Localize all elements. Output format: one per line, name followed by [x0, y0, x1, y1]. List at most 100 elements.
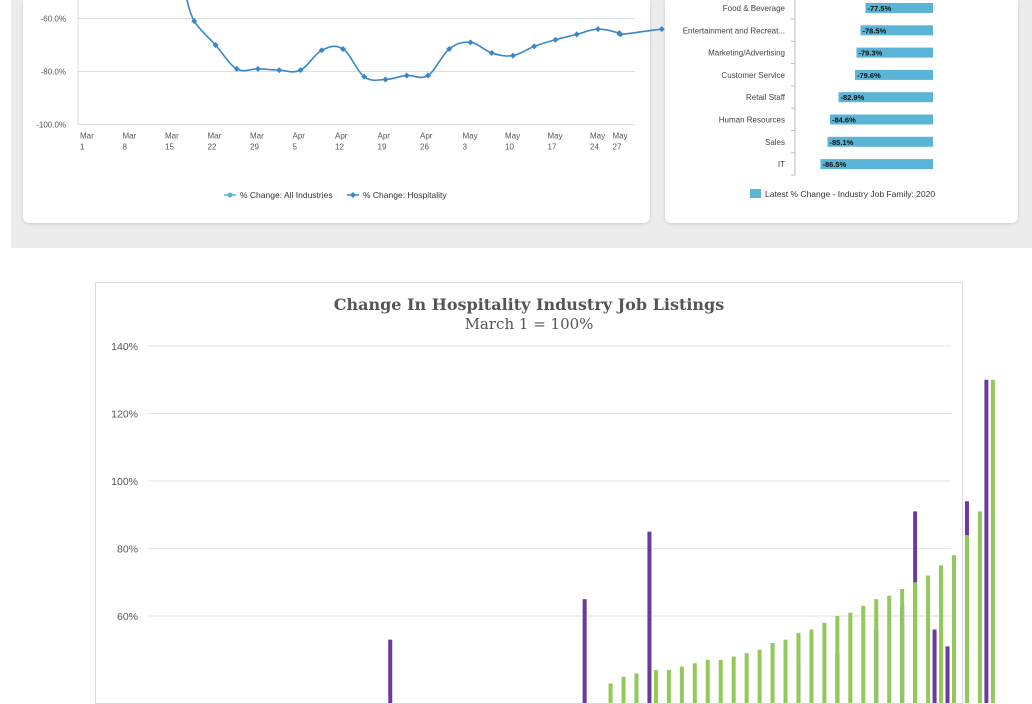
- x-tick-label: May: [613, 132, 628, 141]
- bar: [926, 575, 931, 703]
- data-point: [191, 18, 198, 25]
- x-tick-label: May: [463, 132, 478, 141]
- bar-value-label: -84.6%: [832, 116, 856, 125]
- bar: [860, 25, 933, 36]
- bar-value-label: -85.1%: [830, 138, 854, 147]
- bar: [692, 663, 697, 703]
- data-point: [233, 65, 240, 72]
- y-tick-label: 120%: [111, 409, 138, 421]
- bar: [820, 159, 933, 170]
- bar: [731, 656, 736, 703]
- x-tick-label: 1: [80, 143, 85, 152]
- chart-subtitle: March 1 = 100%: [465, 315, 594, 333]
- bar: [608, 683, 613, 703]
- bar: [977, 511, 982, 703]
- bar-value-label: -79.6%: [857, 71, 881, 80]
- category-label: IT: [778, 160, 785, 169]
- bar: [718, 659, 723, 703]
- data-point: [382, 76, 389, 83]
- bar: [647, 531, 652, 703]
- x-tick-label: 26: [420, 143, 429, 152]
- bar: [838, 92, 933, 103]
- bar: [757, 649, 762, 703]
- category-label: Human Resources: [719, 116, 785, 125]
- x-tick-label: Apr: [378, 132, 391, 141]
- y-tick-label: -60.0%: [41, 15, 66, 24]
- bar-chart-card: Food & Beverage -77.5% Entertainment and R…: [665, 0, 1018, 223]
- bar: [770, 643, 775, 703]
- x-tick-label: Mar: [123, 132, 137, 141]
- bar: [932, 629, 937, 703]
- x-tick-label: 3: [463, 143, 468, 152]
- bar: [388, 639, 393, 703]
- data-point: [617, 31, 624, 38]
- x-tick-label: Mar: [208, 132, 222, 141]
- category-label: Sales: [765, 138, 785, 147]
- bar: [827, 136, 933, 147]
- bar: [861, 605, 866, 703]
- data-point: [446, 45, 453, 52]
- data-point: [595, 26, 601, 33]
- x-tick-label: May: [590, 132, 605, 141]
- data-point: [361, 73, 368, 80]
- data-point: [403, 72, 410, 79]
- data-point: [297, 67, 304, 74]
- x-tick-label: 12: [335, 143, 344, 152]
- x-tick-label: Apr: [293, 132, 306, 141]
- bar: [796, 632, 801, 703]
- data-point: [276, 67, 283, 74]
- x-tick-label: 10: [505, 143, 514, 152]
- legend-label: % Change: All Industries: [240, 190, 333, 200]
- bar: [887, 595, 892, 703]
- x-tick-label: 8: [123, 143, 128, 152]
- category-label: Food & Beverage: [723, 4, 786, 13]
- chart-title: Change In Hospitality Industry Job Listi…: [334, 295, 725, 314]
- y-tick-label: 60%: [117, 611, 138, 623]
- bar: [984, 379, 989, 703]
- category-label: Retail Staff: [746, 93, 786, 102]
- legend-swatch: [750, 189, 761, 198]
- x-tick-label: May: [505, 132, 520, 141]
- horizontal-bar-chart: Food & Beverage -77.5% Entertainment and R…: [683, 0, 935, 199]
- bar: [822, 622, 827, 703]
- data-point: [212, 42, 219, 48]
- bar: [848, 612, 853, 703]
- x-tick-label: 19: [378, 143, 387, 152]
- bar-value-label: -78.5%: [863, 26, 887, 35]
- bar: [621, 676, 626, 703]
- bar: [939, 565, 944, 703]
- data-point: [467, 39, 474, 46]
- data-point: [340, 45, 346, 52]
- y-tick-label: 140%: [111, 341, 138, 353]
- x-tick-label: Apr: [420, 132, 433, 141]
- bar: [582, 599, 587, 703]
- data-point: [425, 72, 431, 79]
- legend-label: Latest % Change - Industry Job Family: 2…: [765, 189, 935, 199]
- line-chart-card: -60.0% -80.0% -100.0% Mar 1 Mar 8 Mar 15 Mar 22 Mar…: [23, 0, 665, 223]
- bar: [900, 589, 905, 703]
- data-point: [510, 52, 516, 59]
- x-tick-label: 17: [548, 143, 557, 152]
- x-tick-label: Apr: [335, 132, 348, 141]
- legend-marker: [350, 192, 356, 198]
- data-point: [531, 43, 538, 50]
- bar: [835, 616, 840, 703]
- bar: [809, 629, 814, 703]
- y-tick-label: -100.0%: [36, 121, 66, 130]
- bar-value-label: -79.3%: [859, 49, 883, 58]
- bar: [964, 535, 969, 703]
- bar: [855, 69, 933, 80]
- bar: [856, 47, 933, 58]
- data-point: [255, 65, 261, 72]
- data-point: [552, 36, 559, 43]
- x-tick-label: Mar: [250, 132, 264, 141]
- hospitality-bar-chart: Change In Hospitality Industry Job Listi…: [111, 295, 995, 703]
- bar-value-label: -86.5%: [823, 160, 847, 169]
- legend-marker: [227, 192, 233, 198]
- bar: [744, 653, 749, 703]
- bar-value-label: -82.9%: [841, 93, 865, 102]
- category-label: Marketing/Advertising: [708, 49, 785, 58]
- bar: [865, 3, 933, 13]
- category-label: Entertainment and Recreat...: [683, 26, 785, 35]
- x-tick-label: 22: [208, 143, 217, 152]
